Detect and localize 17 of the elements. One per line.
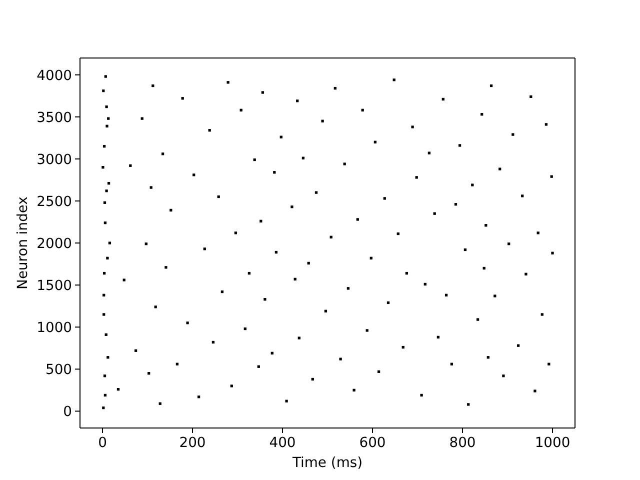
y-tick-label: 2500 xyxy=(36,194,72,210)
x-tick-label: 200 xyxy=(179,434,206,451)
y-tick-label: 3000 xyxy=(36,152,72,168)
x-axis-title: Time (ms) xyxy=(291,455,363,471)
x-tick-label: 0 xyxy=(98,434,107,451)
y-axis-title: Neuron index xyxy=(15,196,31,290)
y-tick-label: 3500 xyxy=(36,110,72,126)
x-tick-label: 600 xyxy=(359,434,386,451)
x-tick-label: 400 xyxy=(269,434,296,451)
y-tick-label: 4000 xyxy=(36,68,72,84)
x-tick-label: 1000 xyxy=(534,434,570,451)
y-tick-label: 500 xyxy=(45,362,72,378)
y-tick-label: 1000 xyxy=(36,320,72,336)
y-tick-label: 2000 xyxy=(36,236,72,252)
x-tick-label: 800 xyxy=(449,434,476,451)
y-tick-label: 1500 xyxy=(36,278,72,294)
y-tick-label: 0 xyxy=(63,404,72,420)
